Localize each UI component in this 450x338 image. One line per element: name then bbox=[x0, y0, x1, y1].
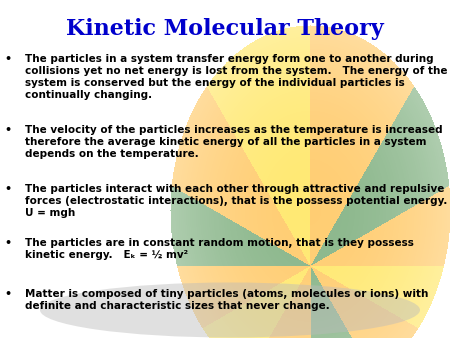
Text: The particles interact with each other through attractive and repulsive
forces (: The particles interact with each other t… bbox=[25, 184, 448, 218]
Text: •: • bbox=[4, 125, 11, 135]
Text: The velocity of the particles increases as the temperature is increased
therefor: The velocity of the particles increases … bbox=[25, 125, 443, 159]
Text: •: • bbox=[4, 54, 11, 64]
Ellipse shape bbox=[40, 283, 420, 338]
Text: The particles in a system transfer energy form one to another during
collisions : The particles in a system transfer energ… bbox=[25, 54, 448, 100]
Text: •: • bbox=[4, 238, 11, 248]
Text: •: • bbox=[4, 289, 11, 299]
Text: •: • bbox=[4, 184, 11, 194]
Text: Matter is composed of tiny particles (atoms, molecules or ions) with
definite an: Matter is composed of tiny particles (at… bbox=[25, 289, 428, 311]
Text: The particles are in constant random motion, that is they possess
kinetic energy: The particles are in constant random mot… bbox=[25, 238, 414, 260]
Text: Kinetic Molecular Theory: Kinetic Molecular Theory bbox=[66, 18, 384, 40]
